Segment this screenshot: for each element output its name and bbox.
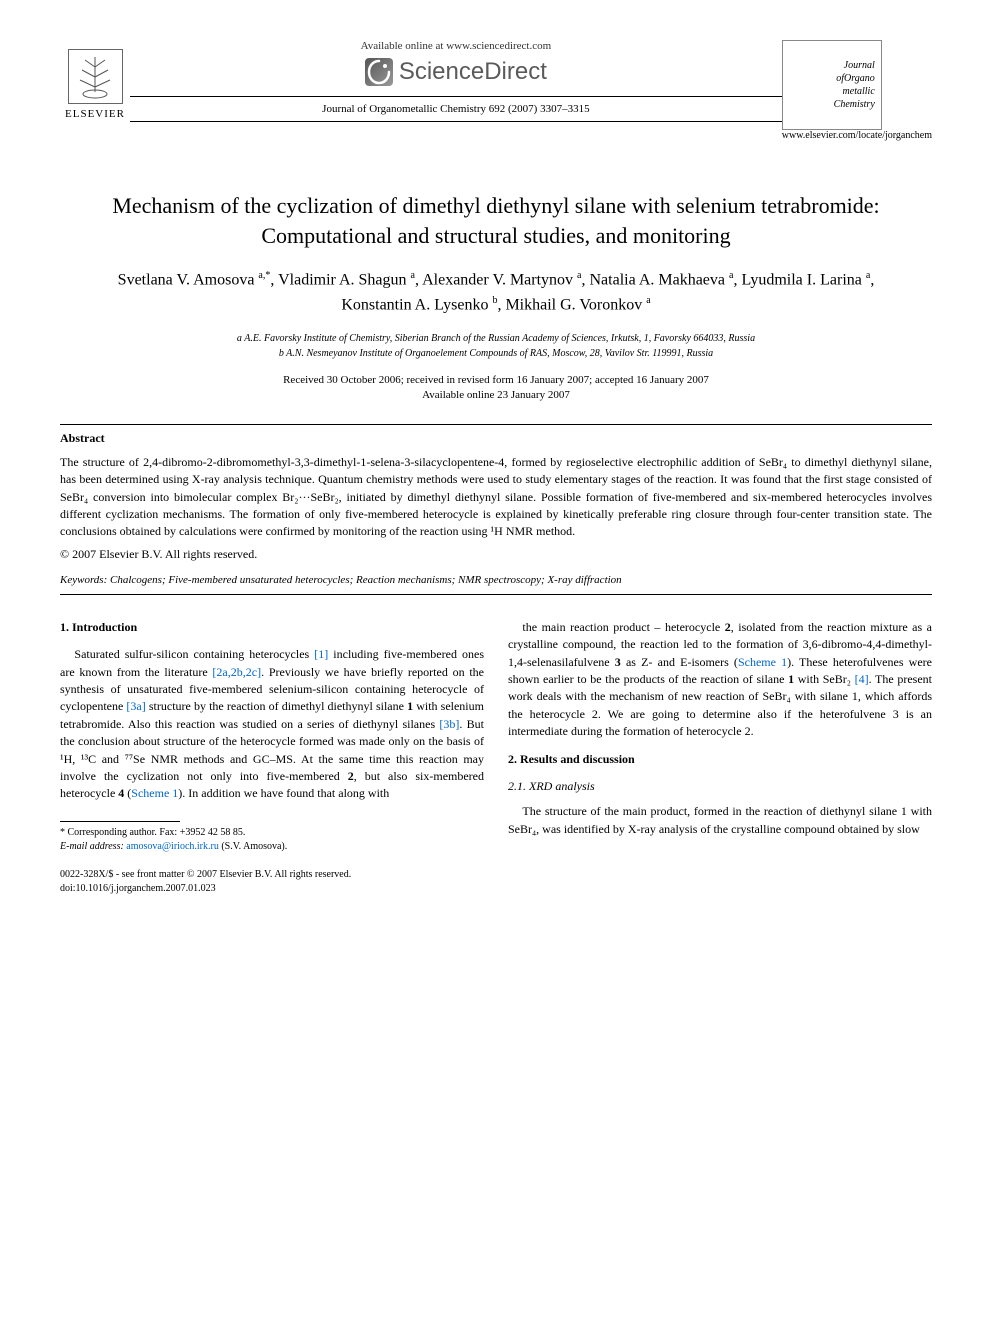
- abstract-text: The structure of 2,4-dibromo-2-dibromome…: [60, 454, 932, 541]
- email-name: (S.V. Amosova).: [221, 841, 287, 852]
- xrd-paragraph-1: The structure of the main product, forme…: [508, 803, 932, 838]
- corresponding-author-footnote: * Corresponding author. Fax: +3952 42 58…: [60, 826, 484, 854]
- journal-logo-line: Chemistry: [789, 98, 875, 111]
- header-divider-top: [130, 96, 782, 97]
- article-dates: Received 30 October 2006; received in re…: [60, 373, 932, 404]
- xrd-heading: 2.1. XRD analysis: [508, 778, 932, 795]
- abstract-divider-top: [60, 424, 932, 425]
- journal-logo-line: metallic: [789, 85, 875, 98]
- journal-logo-box: Journal ofOrgano metallic Chemistry: [782, 40, 882, 130]
- introduction-heading: 1. Introduction: [60, 619, 484, 636]
- author-list: Svetlana V. Amosova a,*, Vladimir A. Sha…: [110, 268, 882, 317]
- body-columns: 1. Introduction Saturated sulfur-silicon…: [60, 619, 932, 896]
- elsevier-logo: ELSEVIER: [60, 40, 130, 120]
- footnote-separator: [60, 821, 180, 822]
- bottom-publication-info: 0022-328X/$ - see front matter © 2007 El…: [60, 868, 484, 896]
- article-title: Mechanism of the cyclization of dimethyl…: [100, 191, 892, 250]
- keywords-text: Chalcogens; Five-membered unsaturated he…: [110, 574, 622, 586]
- affiliation-a: a A.E. Favorsky Institute of Chemistry, …: [60, 331, 932, 346]
- abstract-divider-bottom: [60, 594, 932, 595]
- header-divider-bottom: [130, 121, 782, 122]
- corresponding-fax: * Corresponding author. Fax: +3952 42 58…: [60, 826, 484, 840]
- available-online-text: Available online at www.sciencedirect.co…: [130, 40, 782, 52]
- elsevier-tree-icon: [68, 49, 123, 104]
- journal-logo-line: ofOrgano: [789, 72, 875, 85]
- keywords-row: Keywords: Chalcogens; Five-membered unsa…: [60, 574, 932, 586]
- doi-line: doi:10.1016/j.jorganchem.2007.01.023: [60, 882, 484, 896]
- affiliations: a A.E. Favorsky Institute of Chemistry, …: [60, 331, 932, 361]
- journal-reference: Journal of Organometallic Chemistry 692 …: [130, 103, 782, 115]
- sciencedirect-text: ScienceDirect: [399, 58, 547, 86]
- journal-logo-column: Journal ofOrgano metallic Chemistry www.…: [782, 40, 932, 171]
- right-column: the main reaction product – heterocycle …: [508, 619, 932, 896]
- abstract-copyright: © 2007 Elsevier B.V. All rights reserved…: [60, 547, 932, 562]
- journal-logo-line: Journal: [789, 59, 875, 72]
- keywords-label: Keywords:: [60, 574, 107, 586]
- available-date: Available online 23 January 2007: [60, 388, 932, 403]
- intro-paragraph-1: Saturated sulfur-silicon containing hete…: [60, 646, 484, 803]
- center-header: Available online at www.sciencedirect.co…: [130, 40, 782, 128]
- affiliation-b: b A.N. Nesmeyanov Institute of Organoele…: [60, 346, 932, 361]
- elsevier-label: ELSEVIER: [65, 108, 125, 120]
- journal-header: ELSEVIER Available online at www.science…: [60, 40, 932, 171]
- journal-url: www.elsevier.com/locate/jorganchem: [782, 130, 932, 141]
- front-matter-line: 0022-328X/$ - see front matter © 2007 El…: [60, 868, 484, 882]
- corresponding-email-row: E-mail address: amosova@irioch.irk.ru (S…: [60, 840, 484, 854]
- intro-paragraph-2: the main reaction product – heterocycle …: [508, 619, 932, 741]
- sciencedirect-icon: [365, 58, 393, 86]
- left-column: 1. Introduction Saturated sulfur-silicon…: [60, 619, 484, 896]
- email-label: E-mail address:: [60, 841, 124, 852]
- sciencedirect-logo: ScienceDirect: [130, 58, 782, 86]
- abstract-heading: Abstract: [60, 431, 932, 446]
- results-heading: 2. Results and discussion: [508, 751, 932, 768]
- received-date: Received 30 October 2006; received in re…: [60, 373, 932, 388]
- email-link[interactable]: amosova@irioch.irk.ru: [126, 841, 219, 852]
